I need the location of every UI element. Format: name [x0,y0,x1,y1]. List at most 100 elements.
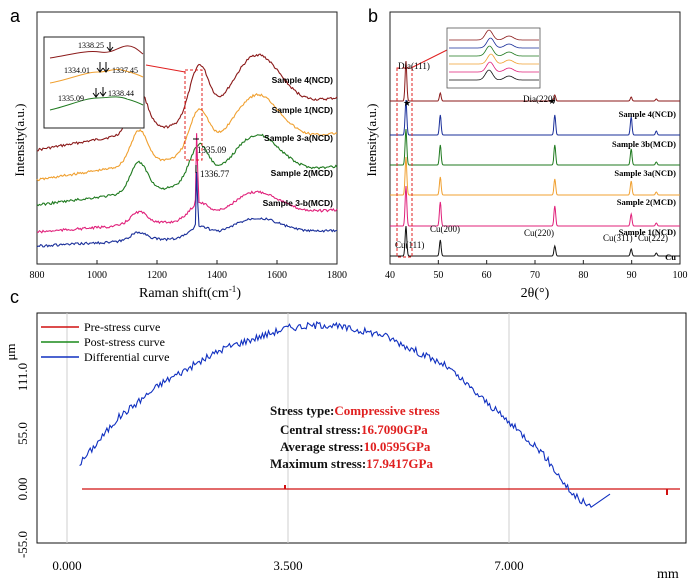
raman-xtick-label: 1200 [147,270,167,281]
xrd-annotation-cu111: Cu(111) [395,240,424,250]
central-stress-line: Central stress:16.7090GPa [280,422,428,437]
inset-arrow-5 [99,87,107,97]
xrd-annotation-cu200: Cu(200) [430,224,460,234]
xrd-curve-4 [390,156,680,196]
raman-curve-5 [36,171,338,248]
raman-curve-2 [36,93,338,182]
average-stress-line: Average stress:10.0595GPa [280,439,431,454]
inset-annotation-1335-09: 1335.09 [58,94,84,103]
raman-xlabel: Raman shift(cm-1) [139,284,241,301]
inset-annotation-1338-25: 1338.25 [78,41,104,50]
xrd-xlabel: 2θ(°) [521,286,550,301]
stress-type-line: Stress type:Compressive stress [270,403,440,418]
stress-xtick-label: 3.500 [273,558,302,573]
raman-xtick-label: 800 [30,270,45,281]
xrd-xtick-label: 70 [530,270,540,281]
raman-legend-label: Sample 4(NCD) [272,75,334,85]
xrd-star-dia220: ★ [548,96,556,106]
xrd-inset-frame [446,27,541,89]
stress-legend-label: Differential curve [84,350,169,364]
xrd-annotation-cu311: Cu(311) [603,233,633,243]
xrd-xtick-label: 40 [385,270,395,281]
xrd-annotation-cu220: Cu(220) [524,228,554,238]
stress-yunit: μm [3,343,18,360]
xrd-star-dia111: ★ [403,98,411,108]
xrd-xtick-label: 100 [673,270,688,281]
stress-ytick-label: 0.00 [15,478,30,501]
xrd-curve-1 [390,60,680,102]
xrd-inset-curve [449,69,539,81]
raman-curve-1 [36,53,338,152]
xrd-inset-curve [449,37,539,49]
inset-arrow-4 [92,88,100,98]
xrd-inset-curve [449,29,539,41]
xrd-xtick-label: 90 [627,270,637,281]
inset-annotation-1334-01: 1334.01 [64,66,90,75]
xrd-inset [446,27,541,89]
raman-annotation-1335: 1335.09 [197,145,227,155]
xrd-xtick-label: 60 [482,270,492,281]
inset-curve-sample1 [49,68,144,84]
inset-arrow-1 [106,42,114,52]
stress-ytick-label: -55.0 [15,531,30,558]
raman-curve-3 [36,133,338,207]
raman-legend-label: Sample 3-a(NCD) [264,133,333,143]
raman-legend-label: Sample 2(MCD) [271,168,334,178]
differential-curve [79,320,611,508]
xrd-legend-label: Sample 1(NCD) [619,227,677,237]
raman-inset-frame [43,36,145,129]
stress-xlabel: mm [657,567,679,582]
raman-ylabel: Intensity(a.u.) [12,104,27,177]
xrd-legend-label: Sample 3b(MCD) [612,139,676,149]
panel-label-b: b [368,6,378,26]
panel-label-c: c [10,287,19,307]
xrd-curve-3 [390,128,680,166]
xrd-annotation-cu222: Cu(222) [638,233,668,243]
raman-chart: 800 1000 1200 1400 1600 1800 Intensity(a.u.) … [12,11,347,301]
xrd-legend-label: Sample 2(MCD) [617,197,676,207]
xrd-xtick-label: 80 [578,270,588,281]
stress-legend-label: Post-stress curve [84,335,165,349]
xrd-chart: 40 50 60 70 80 90 100 Intensity(a.u.) 2θ(°) Sa… [364,11,688,301]
xrd-annotation-dia220: Dia(220) [523,94,556,104]
stress-frame [36,312,687,544]
xrd-legend-label: Sample 4(NCD) [619,109,677,119]
xrd-inset-curve [449,61,539,73]
raman-xtick-label: 1400 [207,270,227,281]
xrd-xtick-label: 50 [433,270,443,281]
raman-curve-4 [36,133,338,234]
stress-ytick-label: 55.0 [15,422,30,445]
xrd-curve-2 [390,99,680,136]
xrd-legend-label: Cu [665,252,676,262]
raman-legend-label: Sample 3-b(MCD) [263,198,334,208]
inset-annotation-1337-45: 1337.45 [112,66,138,75]
raman-annotation-1336: 1336.77 [200,169,230,179]
xrd-ylabel: Intensity(a.u.) [364,104,379,177]
panel-label-a: a [10,6,21,26]
xrd-inset-curve [449,53,539,65]
inset-curve-sample4 [49,45,144,59]
xrd-curve-6 [390,225,680,257]
inset-curve-sample3a [49,96,144,111]
raman-highlight-box [184,69,203,161]
raman-legend-label: Sample 1(NCD) [272,105,334,115]
xrd-curve-5 [390,185,680,227]
stress-ytick-label: 111.0 [15,363,30,391]
inset-annotation-1338-44: 1338.44 [108,89,134,98]
xrd-inset-curve [449,45,539,57]
stress-summary: Stress type:Compressive stress Central s… [270,403,440,471]
raman-xtick-label: 1000 [87,270,107,281]
inset-arrow-2 [96,62,104,73]
inset-arrow-3 [102,62,110,73]
stress-xtick-label: 7.000 [494,558,523,573]
stress-xtick-label: 0.000 [52,558,81,573]
xrd-annotation-dia111: Dia(111) [398,61,430,71]
raman-frame [36,11,338,265]
raman-xtick-label: 1600 [267,270,287,281]
stress-legend-label: Pre-stress curve [84,320,160,334]
xrd-legend-label: Sample 3a(NCD) [614,168,676,178]
raman-xtick-label: 1800 [327,270,347,281]
maximum-stress-line: Maximum stress:17.9417GPa [270,456,433,471]
